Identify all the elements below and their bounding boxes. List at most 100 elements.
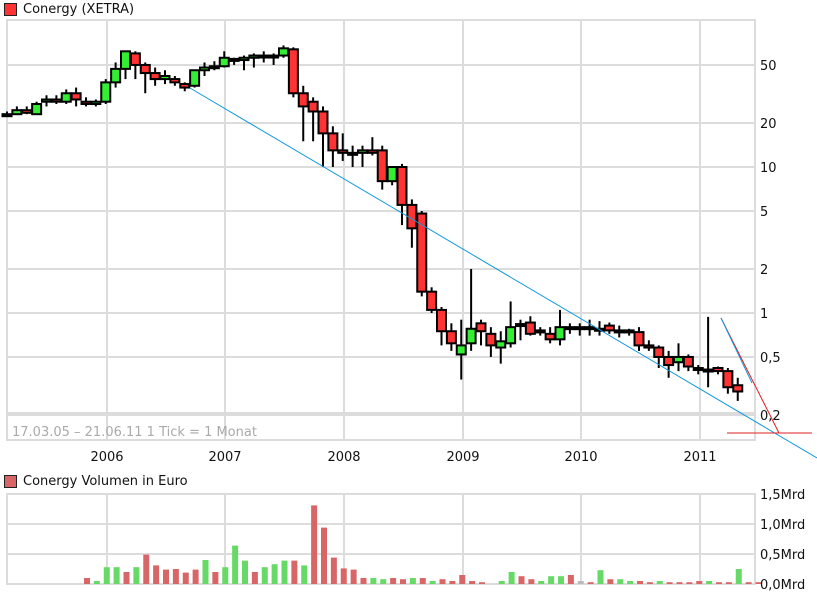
candle-body: [50, 98, 62, 103]
volume-bar: [133, 567, 140, 584]
x-tick-label: 2010: [564, 450, 597, 465]
candle-body: [653, 346, 665, 358]
candle-body: [426, 290, 438, 311]
x-tick-label: 2006: [90, 450, 123, 465]
volume-bar: [498, 581, 505, 584]
candle-body: [495, 340, 507, 349]
volume-bar: [212, 572, 219, 584]
y-tick-label: 50: [760, 59, 777, 74]
candle-body: [396, 166, 408, 206]
volume-bar: [84, 578, 90, 584]
candle-body: [455, 344, 467, 356]
candle-body: [1, 113, 13, 118]
candle-body: [159, 75, 171, 81]
volume-bars: [84, 505, 762, 584]
volume-bar: [113, 567, 120, 584]
candle-body: [386, 166, 398, 183]
volume-bar: [380, 579, 387, 584]
volume-bar: [696, 581, 703, 584]
volume-y-axis: 1,5Mrd 1,0Mrd 0,5Mrd 0,0Mrd: [760, 488, 805, 593]
candle-body: [11, 109, 23, 116]
volume-bar: [617, 579, 624, 584]
candle-body: [544, 332, 556, 341]
candle-body: [643, 344, 655, 349]
volume-bar: [577, 581, 584, 584]
candle-body: [465, 327, 477, 345]
candle-body: [613, 329, 625, 334]
candle-body: [199, 66, 210, 72]
volume-bar: [281, 560, 288, 584]
volume-bar: [390, 578, 397, 584]
volume-bar: [755, 582, 762, 584]
candle-body: [179, 83, 191, 89]
volume-bar: [725, 582, 732, 584]
trendline-blue-short: [720, 317, 753, 384]
volume-y-tick-label: 0,5Mrd: [760, 548, 805, 563]
volume-bar: [735, 569, 742, 584]
volume-bar: [232, 545, 239, 584]
x-tick-label: 2008: [327, 450, 360, 465]
candle-body: [722, 370, 734, 389]
volume-bar: [370, 578, 377, 584]
candle-body: [208, 65, 220, 70]
x-tick-label: 2011: [683, 450, 716, 465]
candle-body: [366, 149, 378, 154]
candle-body: [327, 132, 339, 152]
volume-y-tick-label: 0,0Mrd: [760, 578, 805, 593]
volume-bar: [222, 567, 229, 584]
candle-body: [80, 100, 92, 106]
volume-legend-swatch: [4, 475, 17, 488]
candle-body: [248, 54, 260, 59]
candle-body: [347, 151, 359, 156]
candle-body: [228, 57, 240, 62]
volume-bar: [271, 564, 278, 584]
candle-body: [673, 355, 684, 364]
candle-body: [41, 98, 52, 103]
candle-body: [139, 63, 151, 75]
volume-bar: [548, 576, 555, 584]
y-tick-label: 0,5: [760, 351, 781, 366]
volume-bar: [429, 581, 436, 584]
y-tick-label: 2: [760, 263, 768, 278]
candle-body: [515, 323, 526, 328]
candle-body: [218, 56, 230, 68]
volume-bar: [745, 582, 752, 584]
volume-bar: [261, 567, 268, 584]
y-tick-label: 5: [760, 205, 768, 220]
candle-body: [307, 100, 319, 113]
candle-body: [524, 321, 536, 335]
candle-body: [623, 329, 635, 334]
volume-bar: [321, 527, 327, 584]
volume-bar: [656, 581, 663, 584]
x-axis: 2006 2007 2008 2009 2010 2011: [90, 450, 716, 465]
volume-bar: [311, 505, 318, 584]
volume-bar: [518, 576, 525, 584]
x-tick-label: 2007: [208, 450, 241, 465]
volume-bar: [449, 581, 456, 584]
candle-body: [120, 50, 131, 70]
volume-legend-label: Conergy Volumen in Euro: [23, 474, 188, 489]
price-legend: Conergy (XETRA): [4, 2, 134, 17]
candle-body: [60, 92, 72, 103]
volume-bar: [419, 578, 426, 584]
volume-bar: [479, 582, 485, 584]
volume-bar: [330, 557, 337, 584]
price-grid: [6, 19, 756, 441]
volume-bar: [538, 581, 545, 584]
candle-body: [129, 52, 141, 66]
y-tick-label: 0,2: [760, 409, 781, 424]
candle-body: [603, 324, 615, 332]
volume-bar: [676, 582, 683, 584]
volume-bar: [646, 582, 653, 584]
volume-bar: [103, 567, 110, 584]
volume-bar: [340, 568, 347, 584]
volume-bar: [686, 582, 693, 584]
candle-body: [732, 384, 744, 393]
candle-body: [337, 149, 349, 154]
candle-body: [317, 110, 329, 135]
volume-bar: [163, 569, 169, 584]
candle-body: [416, 212, 428, 293]
candle-body: [169, 78, 181, 84]
trendlines: [189, 87, 817, 459]
